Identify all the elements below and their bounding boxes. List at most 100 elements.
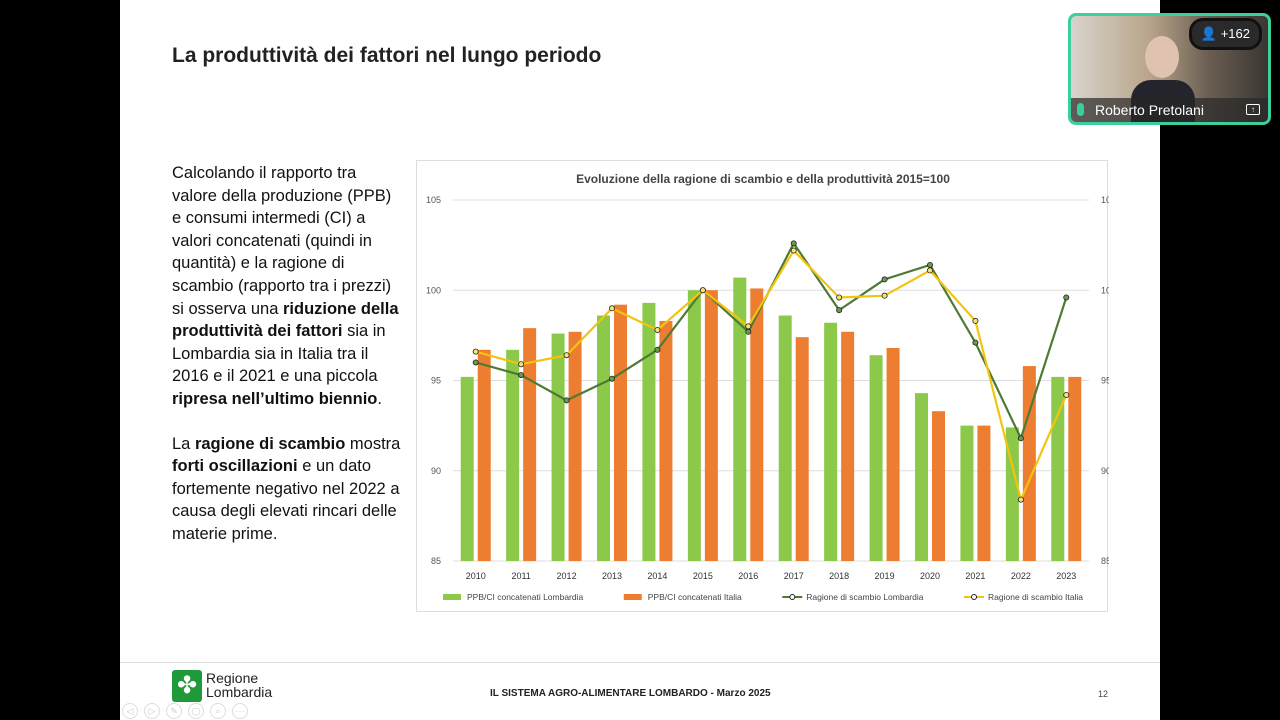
secondary-y-tick-label: 95 [1101,376,1109,386]
legend-marker [971,594,978,600]
line-point [1063,391,1070,398]
paragraph-terms-of-trade: La ragione di scambio mostra forti oscil… [172,433,402,546]
bar-italia [795,337,809,561]
line-point [790,247,797,254]
bar-italia [659,320,673,561]
text-run: . [377,389,382,408]
bar-lombardia [824,322,838,561]
text-run: La [172,434,195,453]
x-tick-label: 2017 [784,571,804,581]
bar-italia [477,349,491,561]
logo-text: Regione Lombardia [206,670,273,700]
chart-svg: Evoluzione della ragione di scambio e de… [426,172,1109,602]
x-tick-label: 2015 [693,571,713,581]
text-run: ragione di scambio [194,434,346,453]
line-point [472,348,479,355]
line-point [926,261,933,268]
x-tick-label: 2013 [602,571,622,581]
chart: Evoluzione della ragione di scambio e de… [416,160,1109,612]
zoom-icon[interactable]: ⌕ [210,703,226,719]
bar-italia [841,331,855,561]
bar-italia [932,411,945,561]
bar-lombardia [551,333,565,561]
y-tick-label: 95 [431,376,441,386]
line-point [1017,496,1024,503]
line-point [972,317,979,324]
slide: La produttività dei fattori nel lungo pe… [120,0,1160,720]
line-point [836,307,843,314]
bar-lombardia [687,290,701,561]
bar-italia [523,328,537,561]
line-point [1063,294,1070,301]
legend-swatch [443,594,461,600]
bar-lombardia [1005,427,1019,561]
bar-italia [568,331,582,561]
microphone-icon [1077,103,1084,116]
line-point [881,276,888,283]
text-run: sia in Lombardia sia in Italia tra il 20… [172,322,386,386]
screen-share-icon[interactable]: ↑ [1246,104,1260,115]
text-run: Calcolando il rapporto tra valore della … [172,164,392,318]
line-point [972,339,979,346]
x-tick-label: 2012 [557,571,577,581]
chart-title: Evoluzione della ragione di scambio e de… [576,172,950,186]
bar-italia [750,288,764,561]
bar-italia [1068,376,1082,561]
line-point [790,240,797,247]
secondary-y-tick-label: 105 [1101,195,1109,205]
text-run: e un dato fortemente negativo nel 2022 a… [172,457,400,543]
line-point [745,323,752,330]
x-tick-label: 2011 [511,571,530,581]
secondary-y-tick-label: 85 [1101,556,1109,566]
footer-text: IL SISTEMA AGRO-ALIMENTARE LOMBARDO - Ma… [490,688,771,699]
bar-lombardia [506,349,520,561]
participant-count: +162 [1220,26,1250,41]
participant-name-bar: Roberto Pretolani ↑ [1071,98,1268,122]
slides-icon[interactable]: ▢ [188,703,204,719]
x-tick-label: 2021 [965,571,985,581]
line-point [563,352,570,359]
bar-italia [1022,366,1036,561]
bar-lombardia [915,393,928,561]
bar-lombardia [597,315,610,561]
pen-icon[interactable]: ✎ [166,703,182,719]
participant-video-tile[interactable]: 👤 +162 Roberto Pretolani ↑ [1068,13,1271,125]
line-point [608,375,615,382]
line-point [654,346,661,353]
slide-body-text: Calcolando il rapporto tra valore della … [172,162,402,568]
slide-title: La produttività dei fattori nel lungo pe… [172,44,602,67]
bar-lombardia [460,376,474,561]
x-tick-label: 2016 [738,571,758,581]
bar-lombardia [642,302,656,561]
y-tick-label: 100 [426,285,441,295]
line-point [518,372,525,379]
x-tick-label: 2020 [920,571,940,581]
line-point [654,326,661,333]
bar-italia [704,290,718,561]
prev-slide-icon[interactable]: ◁ [122,703,138,719]
x-tick-label: 2014 [647,571,667,581]
bar-italia [614,304,627,561]
line-point [472,359,479,366]
legend-marker [789,594,796,600]
line-point [608,305,615,312]
line-point [699,287,706,294]
x-tick-label: 2022 [1011,571,1031,581]
bar-lombardia [960,425,974,561]
legend-label: Ragione di scambio Italia [988,592,1083,602]
x-tick-label: 2023 [1056,571,1076,581]
secondary-y-tick-label: 100 [1101,285,1109,295]
footer-divider [120,662,1160,663]
bar-lombardia [733,277,747,561]
more-icon[interactable]: ⋯ [232,703,248,719]
next-slide-icon[interactable]: ▷ [144,703,160,719]
line-point [518,361,525,368]
participant-name: Roberto Pretolani [1095,102,1204,118]
text-run: riduzione della produttività dei fattori [172,299,399,341]
line-point [1017,435,1024,442]
participant-count-button[interactable]: 👤 +162 [1188,18,1262,50]
legend-label: Ragione di scambio Lombardia [806,592,923,602]
paragraph-productivity: Calcolando il rapporto tra valore della … [172,162,402,411]
line-point [745,328,752,335]
line-series [475,248,1068,504]
